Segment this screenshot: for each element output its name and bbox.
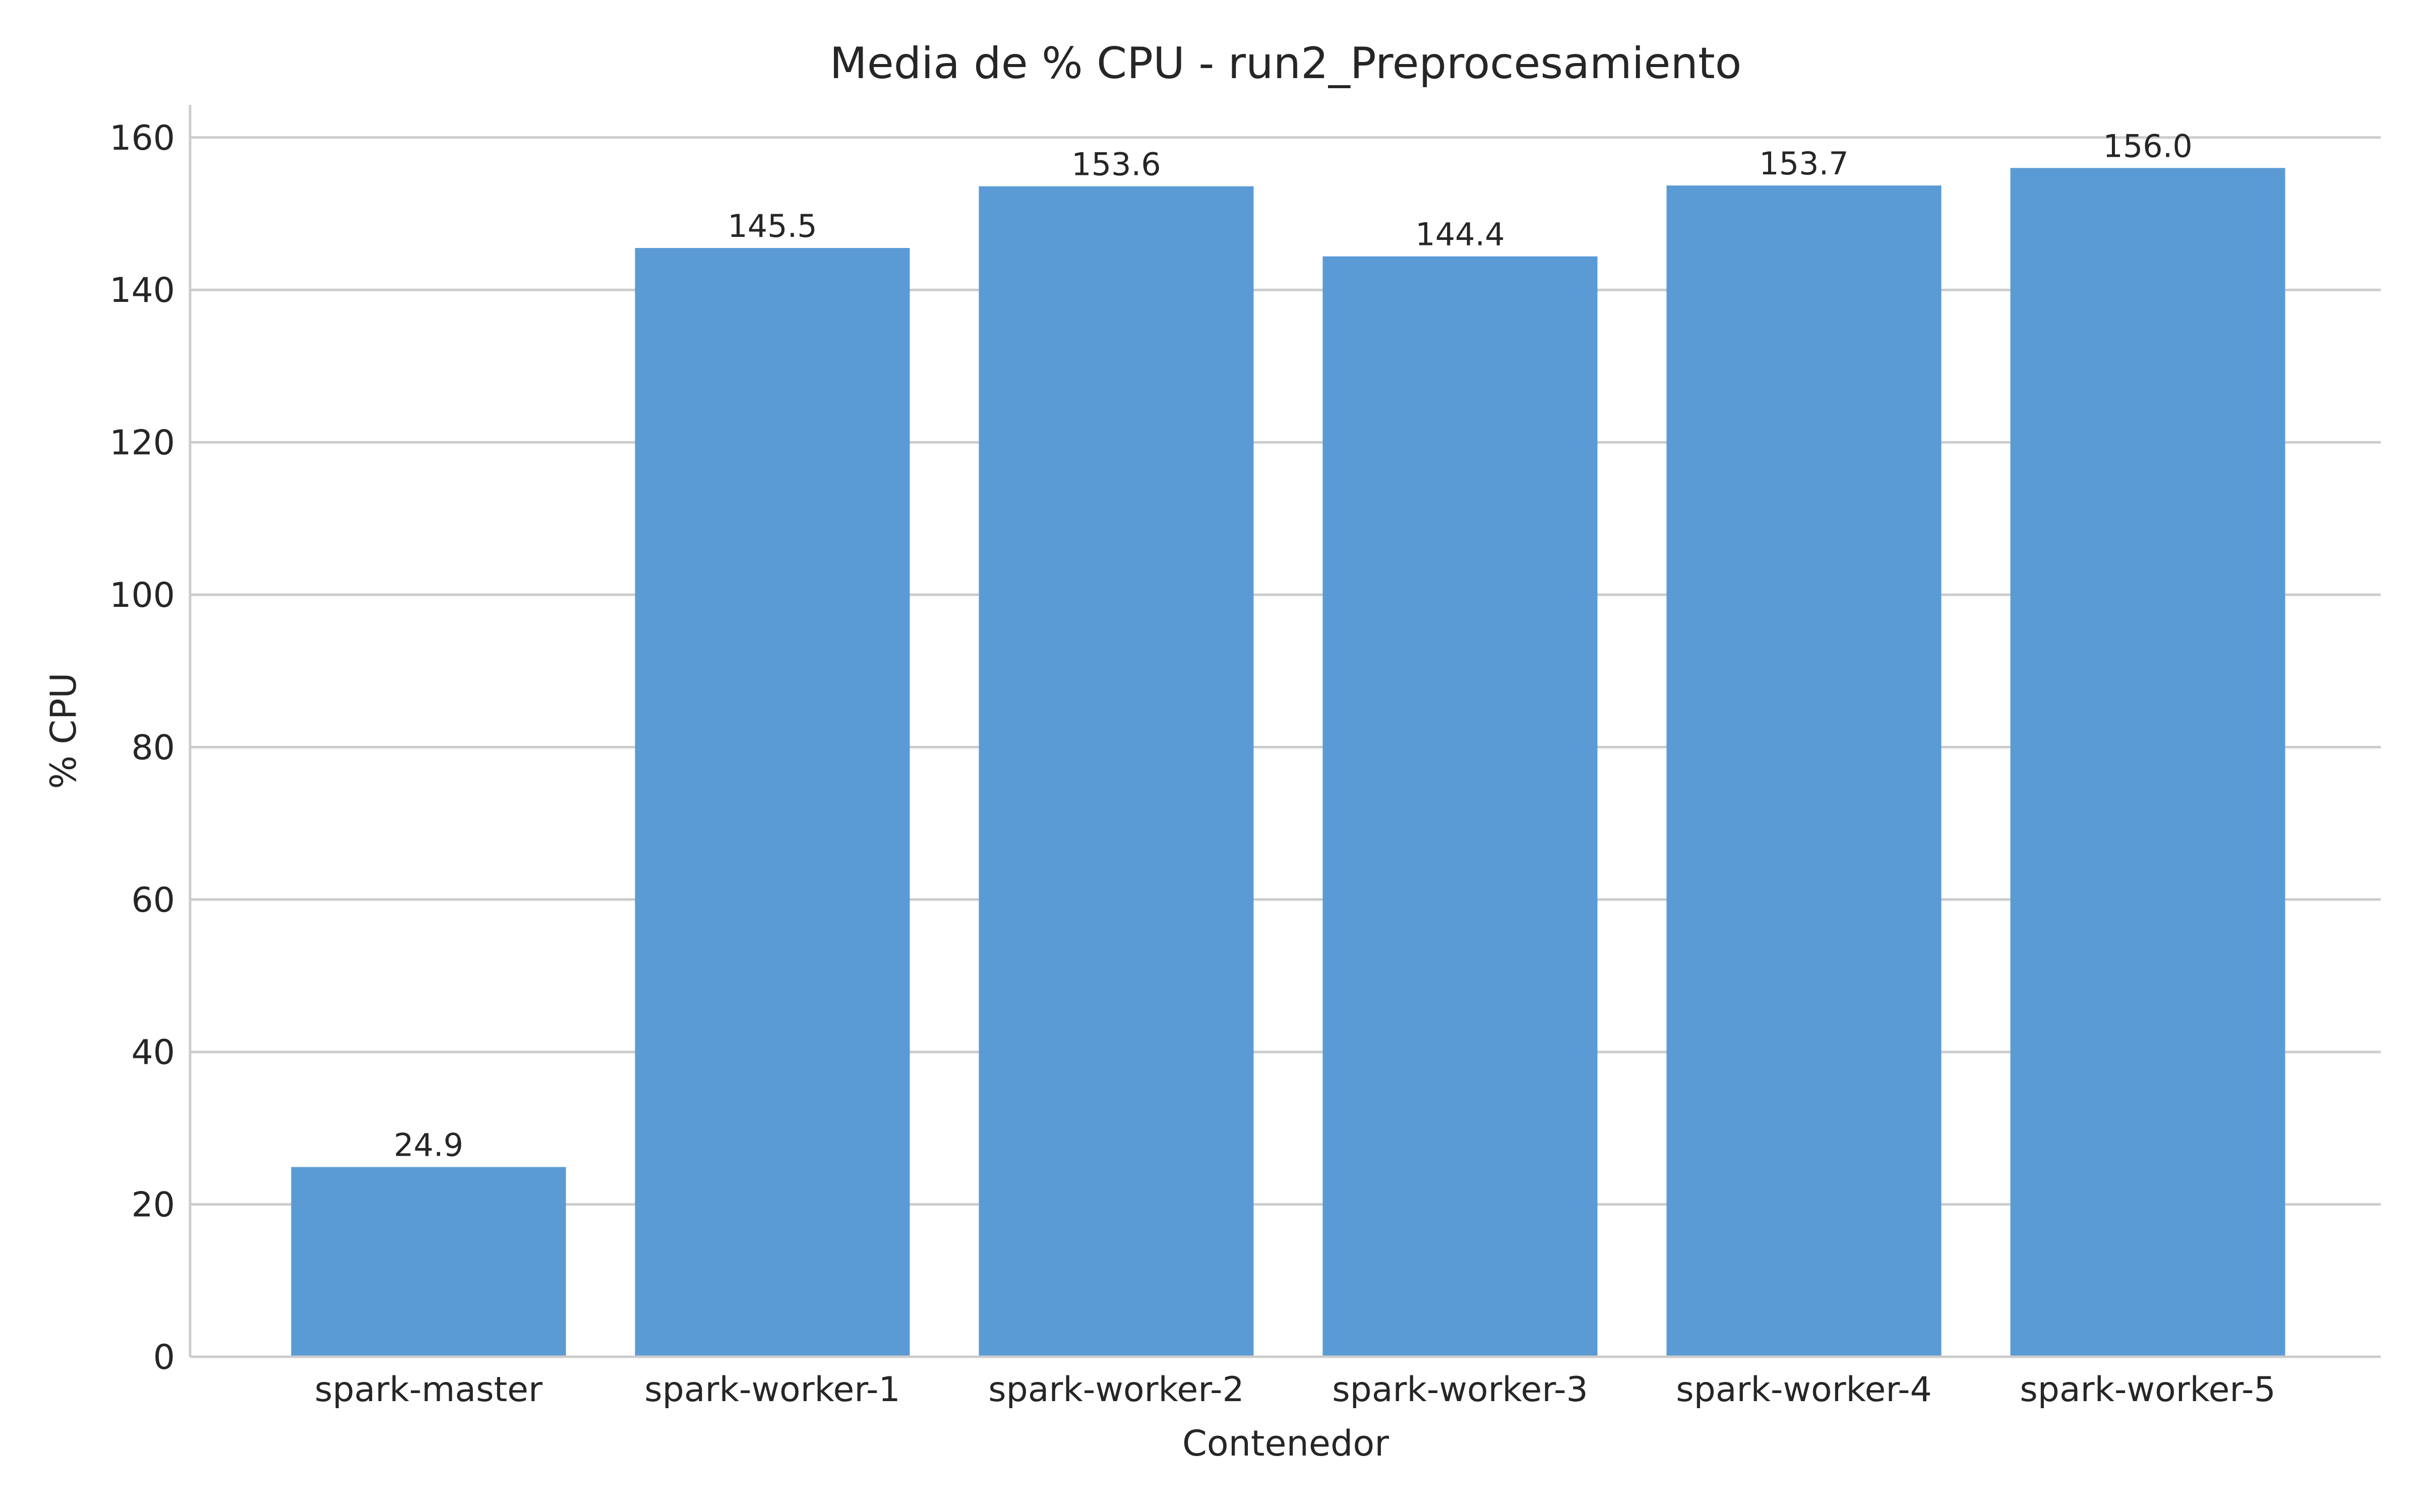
- data-label: 145.5: [728, 208, 817, 244]
- y-tick-label: 80: [131, 728, 175, 768]
- x-tick-label: spark-worker-5: [2020, 1370, 2276, 1410]
- y-tick-label: 160: [109, 118, 175, 158]
- x-tick-label: spark-worker-3: [1332, 1370, 1588, 1410]
- y-tick-label: 140: [109, 271, 175, 310]
- y-tick-label: 20: [131, 1185, 175, 1225]
- bars: [291, 168, 2285, 1357]
- y-axis-label: % CPU: [43, 672, 84, 789]
- bar-spark-worker-1: [635, 248, 910, 1357]
- y-tick-label: 0: [153, 1338, 175, 1377]
- data-labels: 24.9 145.5 153.6 144.4 153.7 156.0: [394, 128, 2193, 1163]
- x-tick-label: spark-worker-4: [1676, 1370, 1932, 1410]
- chart-title: Media de % CPU - run2_Preprocesamiento: [830, 38, 1742, 89]
- data-label: 24.9: [394, 1127, 463, 1164]
- y-tick-label: 40: [131, 1033, 175, 1073]
- x-tick-label: spark-worker-1: [644, 1370, 900, 1410]
- data-label: 153.6: [1071, 146, 1161, 183]
- x-axis-label: Contenedor: [1182, 1423, 1389, 1464]
- y-tick-labels: 0 20 40 60 80 100 120 140 160: [109, 118, 175, 1377]
- y-gridlines: [190, 136, 2381, 1206]
- data-label: 144.4: [1415, 216, 1505, 253]
- bar-spark-worker-2: [979, 186, 1254, 1357]
- x-tick-label: spark-master: [315, 1370, 542, 1410]
- bar-spark-master: [291, 1167, 566, 1357]
- bar-spark-worker-5: [2010, 168, 2285, 1357]
- y-tick-label: 60: [131, 880, 175, 920]
- y-tick-label: 100: [109, 576, 175, 615]
- x-tick-label: spark-worker-2: [988, 1370, 1244, 1410]
- data-label: 156.0: [2103, 128, 2193, 164]
- data-label: 153.7: [1759, 145, 1849, 182]
- y-tick-label: 120: [109, 423, 175, 463]
- x-tick-labels: spark-master spark-worker-1 spark-worker-2…: [315, 1370, 2276, 1410]
- bar-spark-worker-3: [1322, 256, 1598, 1357]
- bar-spark-worker-4: [1666, 185, 1942, 1357]
